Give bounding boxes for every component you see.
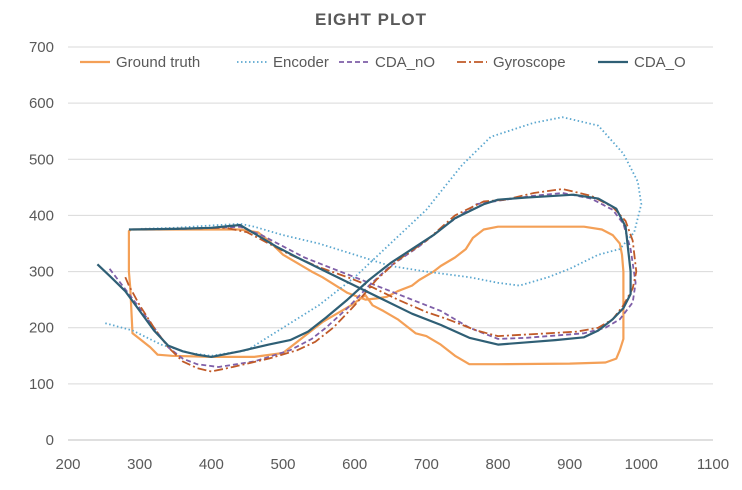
x-tick-label: 800	[485, 456, 510, 473]
legend-label: CDA_nO	[375, 54, 435, 71]
chart-title: EIGHT PLOT	[315, 10, 427, 29]
legend: Ground truth Encoder CDA_nO Gyroscope CDA_O	[80, 54, 686, 71]
y-tick-label: 0	[46, 432, 54, 449]
x-tick-label: 1100	[697, 456, 729, 473]
y-tick-label: 400	[29, 207, 54, 224]
legend-label: Encoder	[273, 54, 329, 71]
series-line-gyroscope	[124, 188, 638, 373]
series-line-cda-o	[96, 193, 632, 358]
series-line-encoder	[105, 116, 643, 357]
y-tick-label: 300	[29, 264, 54, 281]
legend-label: CDA_O	[634, 54, 686, 71]
gridlines	[68, 46, 713, 385]
y-tick-label: 700	[29, 39, 54, 56]
y-tick-label: 500	[29, 151, 54, 168]
x-tick-label: 900	[557, 456, 582, 473]
x-tick-label: 700	[414, 456, 439, 473]
legend-label: Gyroscope	[493, 54, 566, 71]
series-line-cda-no	[108, 192, 637, 368]
x-tick-label: 200	[55, 456, 80, 473]
series-line-ground-truth	[127, 225, 625, 366]
y-tick-label: 600	[29, 95, 54, 112]
series-lines	[96, 116, 643, 373]
x-tick-label: 500	[270, 456, 295, 473]
legend-label: Ground truth	[116, 54, 200, 71]
axes: 0 100 200 300 400 500 600 700 200 300 400 500 600 700…	[29, 39, 729, 473]
x-tick-label: 600	[342, 456, 367, 473]
y-tick-label: 200	[29, 320, 54, 337]
x-tick-label: 1000	[625, 456, 658, 473]
x-tick-label: 300	[127, 456, 152, 473]
y-tick-label: 100	[29, 376, 54, 393]
x-tick-label: 400	[199, 456, 224, 473]
